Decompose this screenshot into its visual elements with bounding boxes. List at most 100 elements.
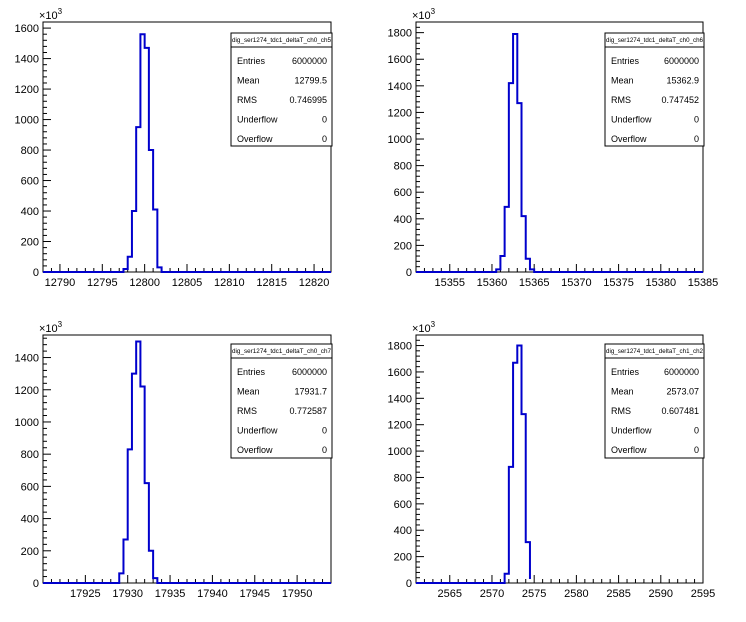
stats-value: 0 [694,426,699,436]
y-tick-label: 1000 [15,417,39,429]
x-tick-label: 12800 [129,277,160,289]
stats-value: 0 [322,134,327,144]
stats-box-frame [230,343,333,459]
stats-label: Overflow [611,134,647,144]
y-tick-label: 1400 [388,81,412,93]
stats-label: RMS [611,95,631,105]
y-tick-label: 600 [394,499,412,511]
y-tick-label: 1600 [15,23,39,35]
histogram-line [43,33,331,273]
stats-box-frame [230,32,333,147]
stats-label: Entries [237,367,266,377]
stats-value: 6000000 [664,367,699,377]
y-axis-multiplier: ×103 [39,320,63,335]
y-tick-label: 1400 [15,54,39,66]
histogram-panel-2: 15355 15360 15365 15370 15375 15380 15385 0 200 4… [388,7,719,289]
y-tick-label: 1200 [388,420,412,432]
y-tick-label: 1400 [388,393,412,405]
x-tick-label: 2575 [522,588,546,600]
stats-value: 6000000 [292,56,327,66]
stats-label: Underflow [237,115,278,125]
stats-value: 15362.9 [666,76,699,86]
x-tick-label: 15365 [519,277,550,289]
stats-title: dig_ser1274_tdc1_deltaT_ch1_ch2 [606,349,704,355]
stats-box: dig_ser1274_tdc1_deltaT_ch0_ch7 Entries 60… [230,343,333,459]
stats-label: Entries [237,56,266,66]
x-tick-label: 12810 [214,277,245,289]
stats-box-frame [604,343,705,459]
stats-label: Mean [611,76,634,86]
x-tick-label: 12820 [299,277,330,289]
x-tick-label: 15360 [477,277,508,289]
x-tick-label: 17945 [239,588,270,600]
y-tick-label: 1600 [388,54,412,66]
y-tick-label: 400 [394,214,412,226]
x-tick-label: 17935 [155,588,186,600]
y-tick-label: 200 [21,237,39,249]
stats-value: 0.746995 [289,95,327,105]
x-tick-label: 17925 [70,588,101,600]
y-axis-multiplier: ×103 [39,7,63,22]
histogram-panel-4: 2565 2570 2575 2580 2585 2590 2595 0 200 400 600 80… [388,320,716,600]
stats-value: 12799.5 [294,76,327,86]
stats-value: 0 [694,115,699,125]
stats-value: 6000000 [664,56,699,66]
y-tick-label: 0 [33,578,39,590]
y-tick-label: 1000 [388,446,412,458]
stats-label: RMS [611,406,631,416]
stats-value: 0 [322,426,327,436]
stats-box-frame [604,32,705,147]
stats-title: dig_ser1274_tdc1_deltaT_ch0_ch6 [606,38,704,44]
y-axis-multiplier: ×103 [412,7,436,22]
stats-value: 17931.7 [294,387,327,397]
stats-title: dig_ser1274_tdc1_deltaT_ch0_ch5 [232,38,332,44]
y-tick-label: 0 [406,267,412,279]
y-tick-label: 600 [394,187,412,199]
x-tick-label: 2580 [564,588,588,600]
y-tick-label: 1000 [388,134,412,146]
y-tick-label: 1600 [388,367,412,379]
stats-label: Entries [611,56,640,66]
stats-label: Overflow [237,445,273,455]
y-tick-label: 600 [21,176,39,188]
y-tick-label: 1200 [15,84,39,96]
x-tick-label: 2590 [649,588,673,600]
stats-value: 0 [322,115,327,125]
y-tick-label: 1200 [15,385,39,397]
y-tick-label: 0 [406,578,412,590]
stats-label: Overflow [611,445,647,455]
stats-value: 0.772587 [289,406,327,416]
stats-box: dig_ser1274_tdc1_deltaT_ch0_ch6 Entries 60… [604,32,705,147]
histogram-line [416,32,703,273]
histogram-line [43,340,331,584]
y-tick-label: 1200 [388,107,412,119]
stats-box: dig_ser1274_tdc1_deltaT_ch1_ch2 Entries 60… [604,343,705,459]
y-tick-label: 1800 [388,341,412,353]
x-tick-label: 12805 [172,277,203,289]
stats-value: 2573.07 [666,387,699,397]
y-tick-label: 200 [21,546,39,558]
x-tick-label: 12790 [45,277,76,289]
y-tick-label: 800 [394,472,412,484]
x-tick-label: 15375 [603,277,634,289]
stats-label: RMS [237,406,257,416]
x-tick-label: 2570 [480,588,504,600]
x-tick-label: 17930 [112,588,143,600]
x-tick-label: 17940 [197,588,228,600]
histogram-panel-3: 17925 17930 17935 17940 17945 17950 0 200 400 600… [15,320,333,600]
y-tick-label: 400 [21,206,39,218]
stats-label: RMS [237,95,257,105]
stats-value: 0 [694,445,699,455]
stats-title: dig_ser1274_tdc1_deltaT_ch0_ch7 [232,349,332,355]
stats-label: Mean [237,76,260,86]
y-tick-label: 200 [394,552,412,564]
histogram-panel-1: 12790 12795 12800 12805 12810 12815 12820 0 200 4… [15,7,333,289]
stats-label: Mean [237,387,260,397]
x-tick-label: 15355 [434,277,465,289]
stats-box: dig_ser1274_tdc1_deltaT_ch0_ch5 Entries 60… [230,32,333,147]
stats-value: 0 [322,445,327,455]
stats-label: Entries [611,367,640,377]
x-tick-label: 17950 [282,588,313,600]
y-tick-label: 800 [21,145,39,157]
y-tick-label: 400 [394,525,412,537]
